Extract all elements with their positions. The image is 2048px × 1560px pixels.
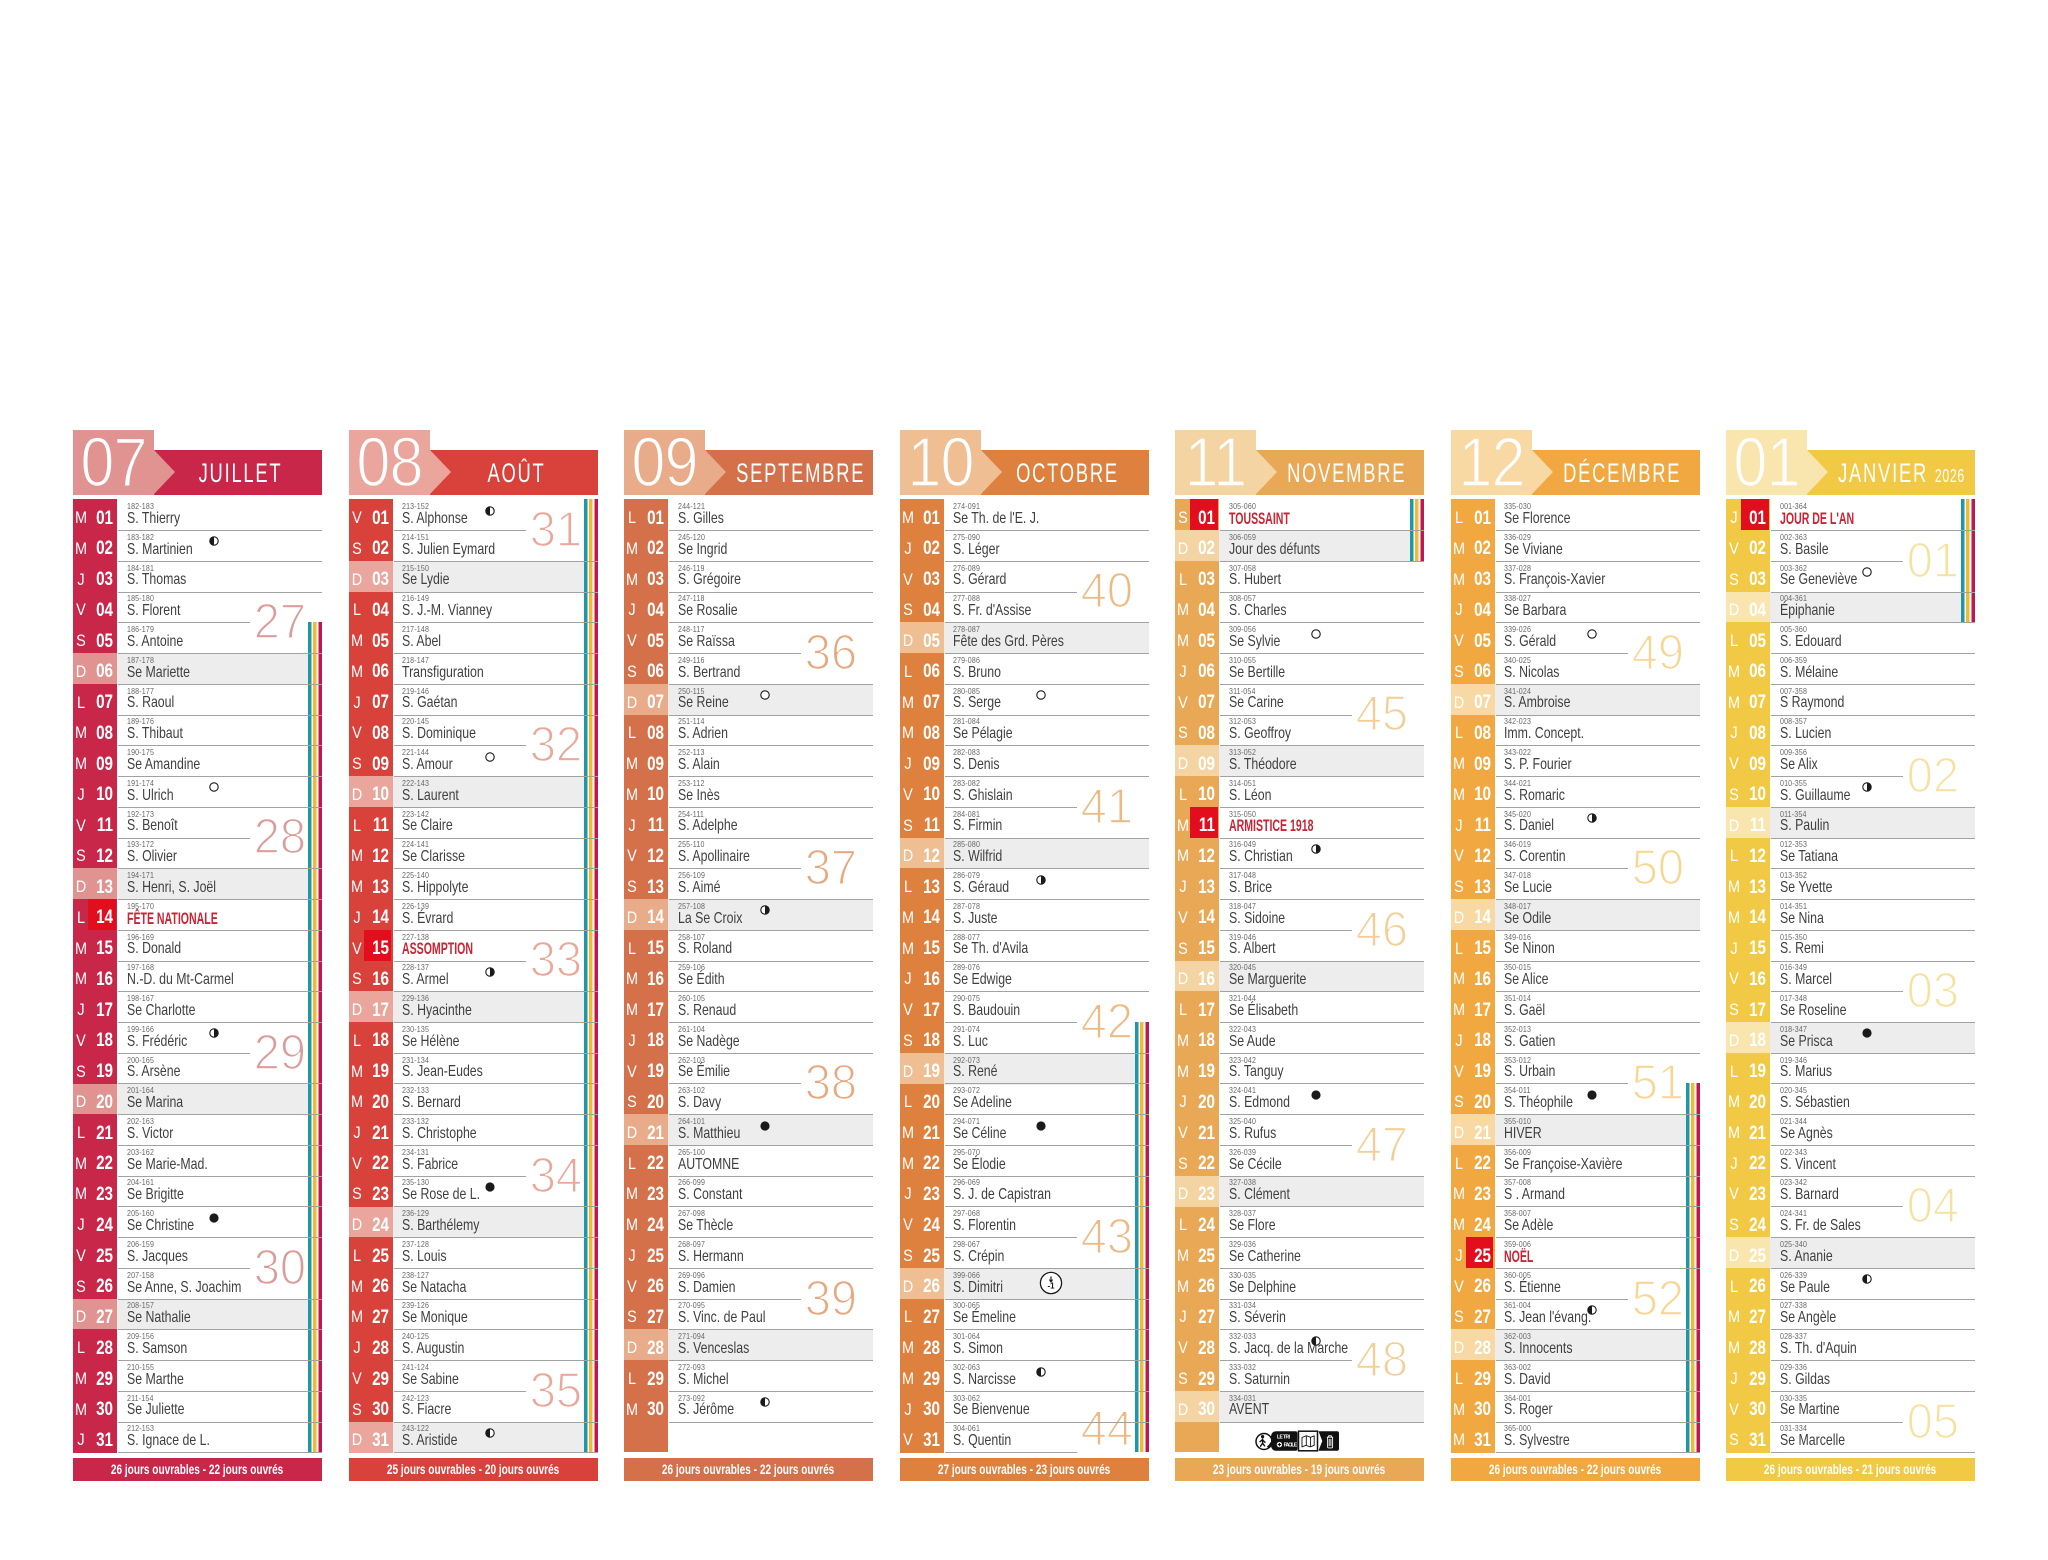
svg-text:LE TRI: LE TRI — [1277, 1435, 1291, 1441]
svg-text:-1: -1 — [1047, 1282, 1055, 1291]
svg-text:FACILE: FACILE — [1284, 1443, 1298, 1449]
